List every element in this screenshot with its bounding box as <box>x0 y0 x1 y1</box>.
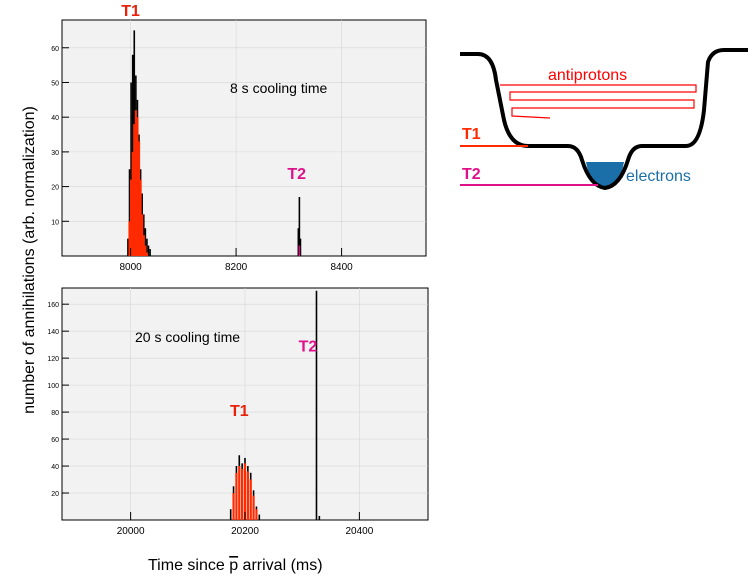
top-y-tick-label-0: 10 <box>51 219 59 226</box>
top-plot-frame <box>61 19 427 257</box>
bot-y-tick-label-3: 80 <box>51 410 59 417</box>
bot-t1-bar-8 <box>255 509 258 520</box>
top-peak-label-1: T2 <box>287 166 306 183</box>
t1-level-label: T1 <box>462 126 481 143</box>
bot-t1-bar-5 <box>246 471 249 520</box>
x-axis-label: Time since p arrival (ms) <box>148 557 323 574</box>
bottom-histogram-panel: 20000 20200 20400 20 40 60 80 100 120 140 160 20 … <box>47 287 429 537</box>
top-x-ticks: 8000 8200 8400 <box>119 248 353 273</box>
bottom-y-ticks: 20 40 60 80 100 120 140 160 <box>47 302 69 498</box>
top-t1-bar-8 <box>141 214 144 256</box>
top-y-tick-label-4: 50 <box>51 80 59 87</box>
top-y-ticks: 10 20 30 40 50 60 <box>51 46 69 226</box>
top-t2-series <box>298 245 301 256</box>
top-t1-bar-10 <box>144 245 147 256</box>
bottom-x-ticks: 20000 20200 20400 <box>117 512 374 537</box>
electrons-label: electrons <box>626 168 691 185</box>
top-y-tick-label-1: 20 <box>51 185 59 192</box>
top-peak-label-0: T1 <box>121 3 140 20</box>
bot-y-tick-label-6: 140 <box>47 329 59 336</box>
top-x-tick-label-0: 8000 <box>119 262 142 273</box>
top-t1-bar-9 <box>142 235 145 256</box>
top-x-tick-label-2: 8400 <box>330 262 353 273</box>
bottom-grid <box>62 288 428 520</box>
top-t1-series <box>128 110 149 256</box>
bot-t1-bar-0 <box>232 493 235 520</box>
bot-y-tick-label-4: 100 <box>47 383 59 390</box>
top-peak-labels: T1 T2 <box>121 3 306 183</box>
x-axis-label-pbar: p <box>229 557 238 574</box>
top-t1-bar-2 <box>131 151 134 256</box>
top-x-tick-label-1: 8200 <box>225 262 248 273</box>
top-y-tick-label-2: 30 <box>51 150 59 157</box>
t2-level-label: T2 <box>462 166 481 183</box>
bot-y-tick-label-7: 160 <box>47 302 59 309</box>
top-t1-bar-6 <box>137 141 141 256</box>
bot-y-tick-label-2: 60 <box>51 437 59 444</box>
bot-t1-bar-1 <box>235 472 238 520</box>
bot-y-tick-label-0: 20 <box>51 491 59 498</box>
bottom-t1-series <box>232 463 258 520</box>
bot-x-tick-label-1: 20200 <box>231 526 259 537</box>
top-y-tick-label-5: 60 <box>51 46 59 53</box>
top-annotation: 8 s cooling time <box>230 80 327 96</box>
top-t1-bar-5 <box>136 117 139 256</box>
top-histogram-panel: 8000 8200 8400 10 20 30 40 50 60 8 s cooling ti… <box>51 3 427 273</box>
bottom-annotation: 20 s cooling time <box>135 329 240 345</box>
top-t1-bar-1 <box>130 179 133 256</box>
bot-t1-bar-7 <box>252 495 255 520</box>
top-t1-bar-7 <box>139 179 142 256</box>
top-t1-bar-4 <box>134 110 137 256</box>
top-grid <box>62 20 426 256</box>
bot-t1-bar-2 <box>238 466 241 520</box>
antiproton-orbit <box>500 84 697 119</box>
bot-peak-label-0: T1 <box>230 403 249 420</box>
bot-t1-bar-6 <box>249 479 252 520</box>
top-y-tick-label-3: 40 <box>51 115 59 122</box>
bot-x-tick-label-0: 20000 <box>117 526 145 537</box>
bot-y-tick-label-5: 120 <box>47 356 59 363</box>
x-axis-label-prefix: Time since <box>148 557 229 574</box>
antiprotons-label: antiprotons <box>548 67 627 84</box>
top-t2-bar-0 <box>298 245 301 256</box>
bot-y-tick-label-1: 40 <box>51 464 59 471</box>
bot-t1-bar-3 <box>241 468 244 520</box>
y-axis-label: number of annihilations (arb. normalizat… <box>21 106 38 414</box>
bot-peak-label-1: T2 <box>299 338 318 355</box>
x-axis-label-suffix: arrival (ms) <box>238 557 322 574</box>
bot-t1-bar-4 <box>243 463 247 520</box>
top-t1-bar-3 <box>133 124 136 256</box>
trap-potential-curve <box>460 48 748 190</box>
top-t1-bar-0 <box>128 221 131 256</box>
potential-well-diagram: T1 T2 antiprotons electrons <box>460 48 748 190</box>
top-t1-bar-11 <box>145 252 149 256</box>
bottom-peak-labels: T1 T2 <box>230 338 317 420</box>
bot-x-tick-label-2: 20400 <box>345 526 373 537</box>
